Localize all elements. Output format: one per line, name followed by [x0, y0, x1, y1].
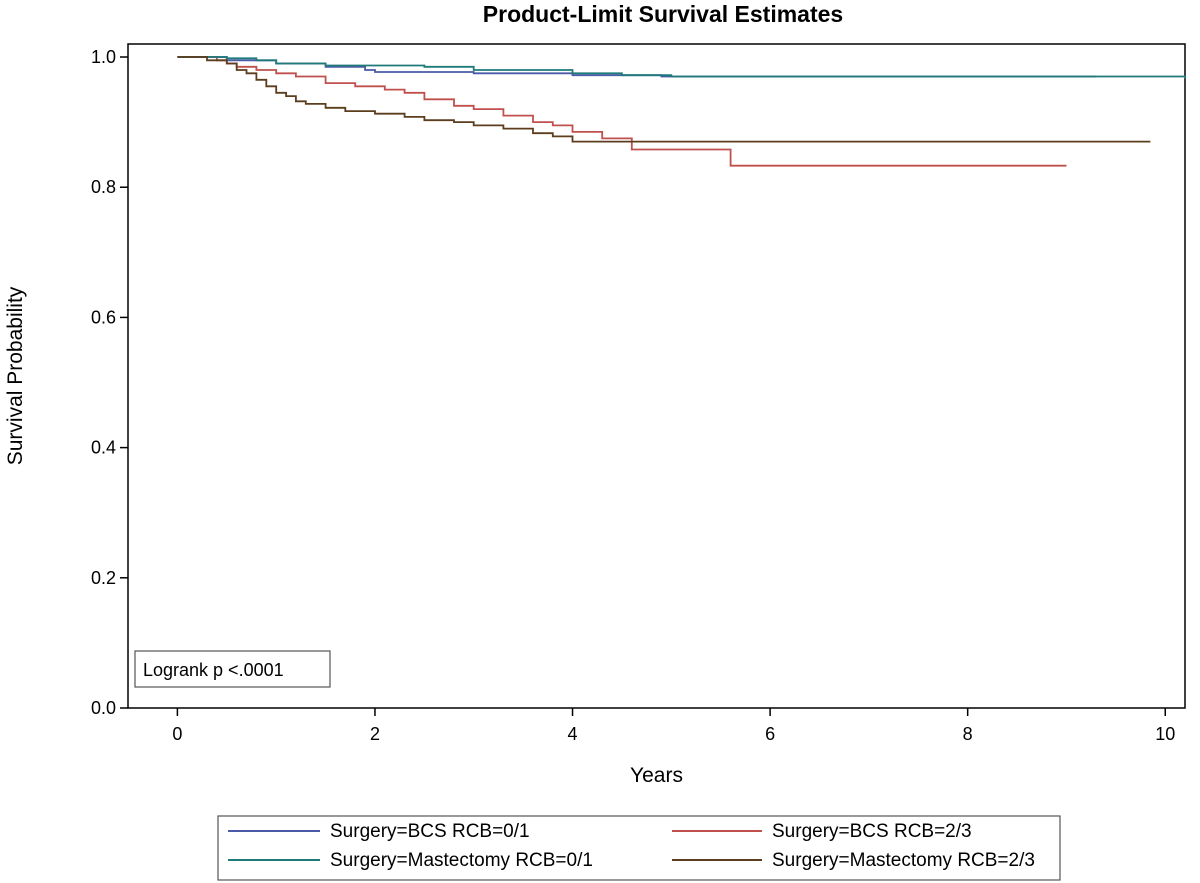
legend-label-2: Surgery=BCS RCB=2/3	[772, 821, 972, 842]
y-tick-label: 0.2	[91, 568, 116, 588]
x-tick-label: 6	[765, 724, 775, 744]
plot-area-frame	[127, 43, 1186, 709]
legend-label-3: Surgery=Mastectomy RCB=0/1	[330, 850, 593, 871]
x-tick-label: 0	[172, 724, 182, 744]
logrank-annotation: Logrank p <.0001	[134, 650, 331, 688]
x-tick-label: 4	[568, 724, 578, 744]
y-axis-label: Survival Probability	[4, 286, 27, 465]
x-axis-label: Years	[630, 764, 683, 787]
x-tick-label: 8	[963, 724, 973, 744]
y-tick-label: 0.0	[91, 698, 116, 718]
series-layer	[177, 56, 1186, 167]
x-tick-label: 2	[370, 724, 380, 744]
legend: Surgery=BCS RCB=0/1 Surgery=BCS RCB=2/3 Su…	[217, 815, 1061, 881]
series-line-3	[177, 56, 1186, 79]
series-line-2	[177, 56, 1067, 167]
chart-title: Product-Limit Survival Estimates	[483, 1, 843, 27]
logrank-text: Logrank p <.0001	[143, 660, 284, 680]
legend-label-1: Surgery=BCS RCB=0/1	[330, 821, 530, 842]
x-tick-label: 10	[1155, 724, 1175, 744]
series-line-1	[177, 56, 1097, 78]
y-tick-label: 0.4	[91, 438, 116, 458]
axis-ticks: 0 2 4 6 8 10 0.0 0.2 0.4 0.6 0.8 1.0	[91, 47, 1175, 744]
y-tick-label: 0.6	[91, 307, 116, 327]
y-tick-label: 0.8	[91, 177, 116, 197]
series-line-4	[177, 56, 1151, 143]
legend-label-4: Surgery=Mastectomy RCB=2/3	[772, 850, 1035, 871]
y-tick-label: 1.0	[91, 47, 116, 67]
